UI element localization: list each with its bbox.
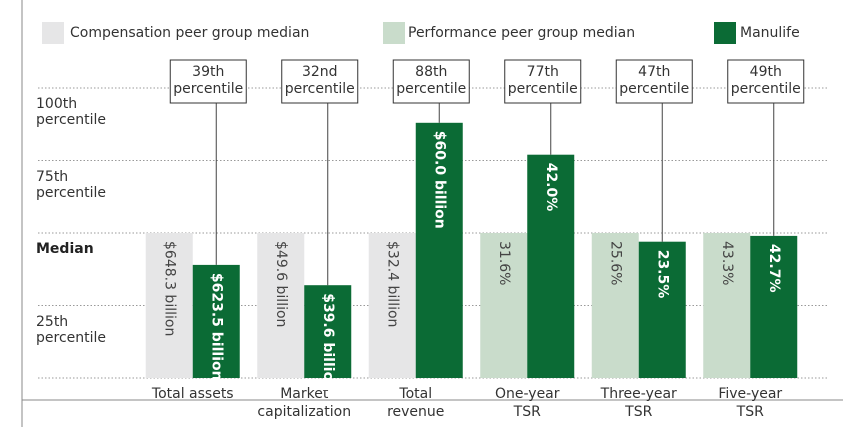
bar — [480, 233, 528, 378]
x-tick-label: TSR — [513, 404, 541, 420]
legend-swatch — [383, 22, 405, 44]
legend-swatch — [714, 22, 736, 44]
bar-text: 43.3% — [719, 241, 735, 285]
bar-text: $60.0 billion — [431, 131, 447, 229]
bar-text: $49.6 billion — [273, 241, 289, 327]
y-tick-label: 25th percentile — [36, 313, 107, 346]
x-tick-label: Total assets — [151, 386, 234, 402]
x-tick-label: Total — [398, 386, 432, 402]
percentile-box — [392, 59, 470, 104]
percentile-box — [615, 59, 693, 104]
bar — [638, 241, 686, 378]
x-tick-label: capitalization — [257, 404, 351, 420]
data-label: percentile — [173, 81, 243, 97]
bar — [703, 233, 751, 378]
y-tick-label: 100th percentile — [36, 96, 107, 128]
percentile-box — [727, 59, 805, 104]
bar-text: $39.6 billion — [320, 293, 336, 391]
bar-text: 31.6% — [496, 241, 512, 285]
bar — [368, 233, 416, 378]
percentile-box — [504, 59, 582, 104]
data-label: percentile — [731, 81, 801, 97]
x-tick-label: TSR — [624, 404, 652, 420]
bar-text: 23.5% — [654, 250, 670, 299]
bar-text: $32.4 billion — [384, 241, 400, 327]
data-label: 32nd — [302, 64, 338, 80]
x-tick-label: Market — [280, 386, 329, 402]
x-tick-label: TSR — [736, 404, 764, 420]
bar — [304, 285, 352, 378]
data-label: percentile — [619, 81, 689, 97]
percentile-box — [281, 59, 359, 104]
bar — [145, 233, 193, 378]
bar-text: $648.3 billion — [161, 241, 177, 336]
bar — [257, 233, 305, 378]
bar-text: 25.6% — [607, 241, 623, 285]
x-tick-label: One-year — [495, 386, 560, 402]
data-label: 49th — [750, 64, 782, 80]
bar-text: 42.0% — [543, 163, 559, 212]
bar-text: 42.7% — [766, 244, 782, 293]
data-label: 47th — [638, 64, 670, 80]
data-label: percentile — [508, 81, 578, 97]
x-tick-label: revenue — [387, 404, 444, 420]
legend-label: Performance peer group median — [408, 25, 635, 41]
data-label: 77th — [527, 64, 559, 80]
bar — [750, 235, 798, 378]
frame — [21, 0, 843, 427]
x-tick-label: Five-year — [718, 386, 782, 402]
bar — [415, 122, 463, 378]
legend-label: Manulife — [740, 25, 800, 41]
bar — [192, 264, 240, 378]
data-label: 88th — [415, 64, 447, 80]
y-tick-label: Median — [36, 241, 94, 257]
bar-text: $623.5 billion — [208, 273, 224, 381]
data-label: percentile — [396, 81, 466, 97]
percentile-box — [169, 59, 247, 104]
x-tick-label: Three-year — [600, 386, 677, 402]
legend-label: Compensation peer group median — [70, 25, 309, 41]
y-tick-label: 75th percentile — [36, 168, 107, 201]
data-label: 39th — [192, 64, 224, 80]
bar — [527, 154, 575, 378]
data-label: percentile — [285, 81, 355, 97]
legend-swatch — [42, 22, 64, 44]
bar — [591, 233, 639, 378]
